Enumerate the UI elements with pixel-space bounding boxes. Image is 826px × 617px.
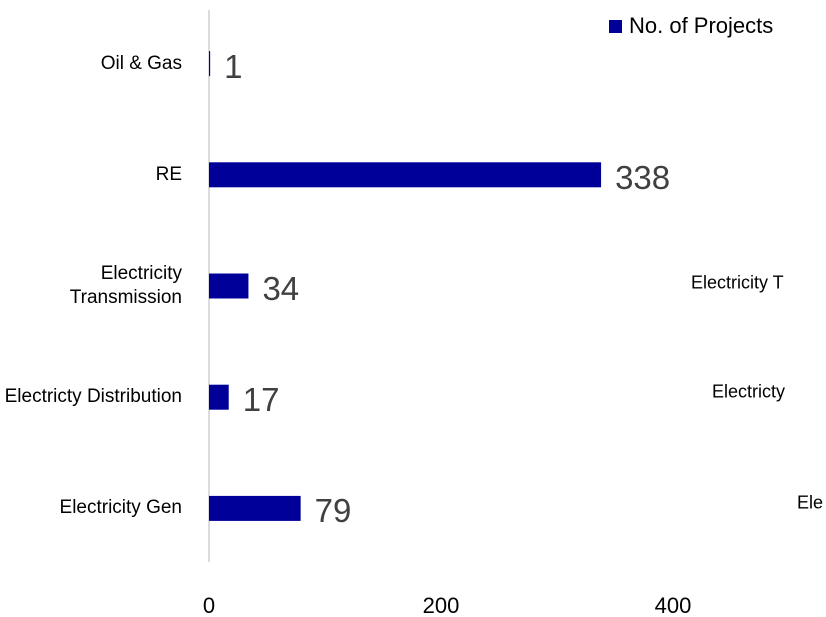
x-tick-label: 200 — [422, 593, 460, 617]
bar — [209, 384, 229, 410]
x-tick-label: 0 — [202, 593, 216, 617]
data-label: 338 — [615, 158, 671, 196]
data-label: 17 — [242, 381, 280, 419]
data-label: 79 — [314, 492, 352, 530]
data-label: 1 — [224, 47, 243, 85]
y-tick-label: Oil & Gas — [100, 52, 182, 74]
y-tick-label: RE — [155, 163, 182, 185]
legend-label: No. of Projects — [629, 13, 774, 38]
bar — [209, 162, 602, 188]
y-tick-label: Electricity Gen — [59, 497, 182, 519]
y-tick-label: Electricty Distribution — [4, 386, 182, 408]
annotation: Electricity T — [691, 272, 784, 293]
data-label: 34 — [262, 270, 300, 307]
x-tick-label: 400 — [654, 593, 692, 617]
legend-swatch — [609, 20, 622, 33]
annotation: Ele — [797, 492, 824, 513]
bar — [209, 273, 249, 299]
y-tick-label: Electricity Transmission — [69, 263, 182, 308]
annotation: Electricty — [712, 381, 786, 402]
bar — [209, 51, 211, 77]
bar — [209, 495, 301, 521]
